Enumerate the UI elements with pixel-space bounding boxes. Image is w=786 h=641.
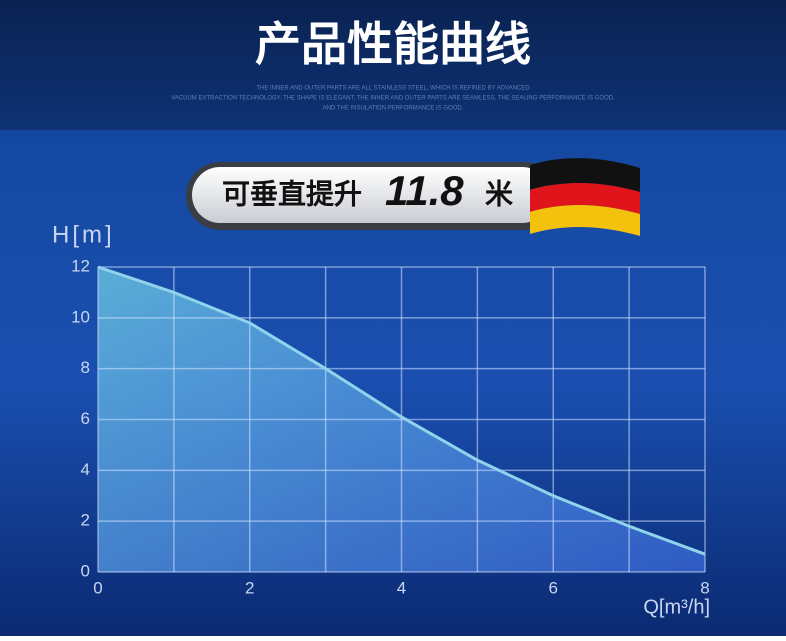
- x-tick-label: 2: [245, 578, 254, 597]
- y-tick-label: 12: [71, 256, 90, 275]
- flag: [530, 158, 640, 236]
- y-axis-label: H[m]: [52, 221, 115, 248]
- title: 产品性能曲线: [255, 18, 531, 70]
- y-tick-label: 10: [71, 307, 90, 326]
- y-tick-label: 8: [81, 358, 90, 377]
- badge-unit: 米: [485, 178, 513, 209]
- subtext: VACUUM EXTRACTION TECHNOLOGY. THE SHAPE …: [171, 96, 615, 102]
- y-tick-label: 0: [81, 561, 90, 580]
- badge-number: 11.8: [385, 167, 464, 214]
- x-tick-label: 8: [700, 578, 709, 597]
- curve: [97, 265, 706, 556]
- x-tick-label: 0: [93, 578, 102, 597]
- header-band: [0, 0, 786, 130]
- x-axis-label: Q[m³/h]: [643, 596, 710, 618]
- subtext: AND THE INSULATION PERFORMANCE IS GOOD.: [323, 106, 464, 112]
- x-tick-label: 6: [549, 578, 558, 597]
- badge-text: 可垂直提升: [222, 178, 362, 209]
- y-tick-label: 2: [81, 511, 90, 530]
- badge: [192, 167, 550, 223]
- x-tick-label: 4: [397, 578, 406, 597]
- y-tick-label: 4: [81, 460, 90, 479]
- y-tick-label: 6: [81, 409, 90, 428]
- subtext: THE INNER AND OUTER PARTS ARE ALL STAINL…: [256, 86, 530, 92]
